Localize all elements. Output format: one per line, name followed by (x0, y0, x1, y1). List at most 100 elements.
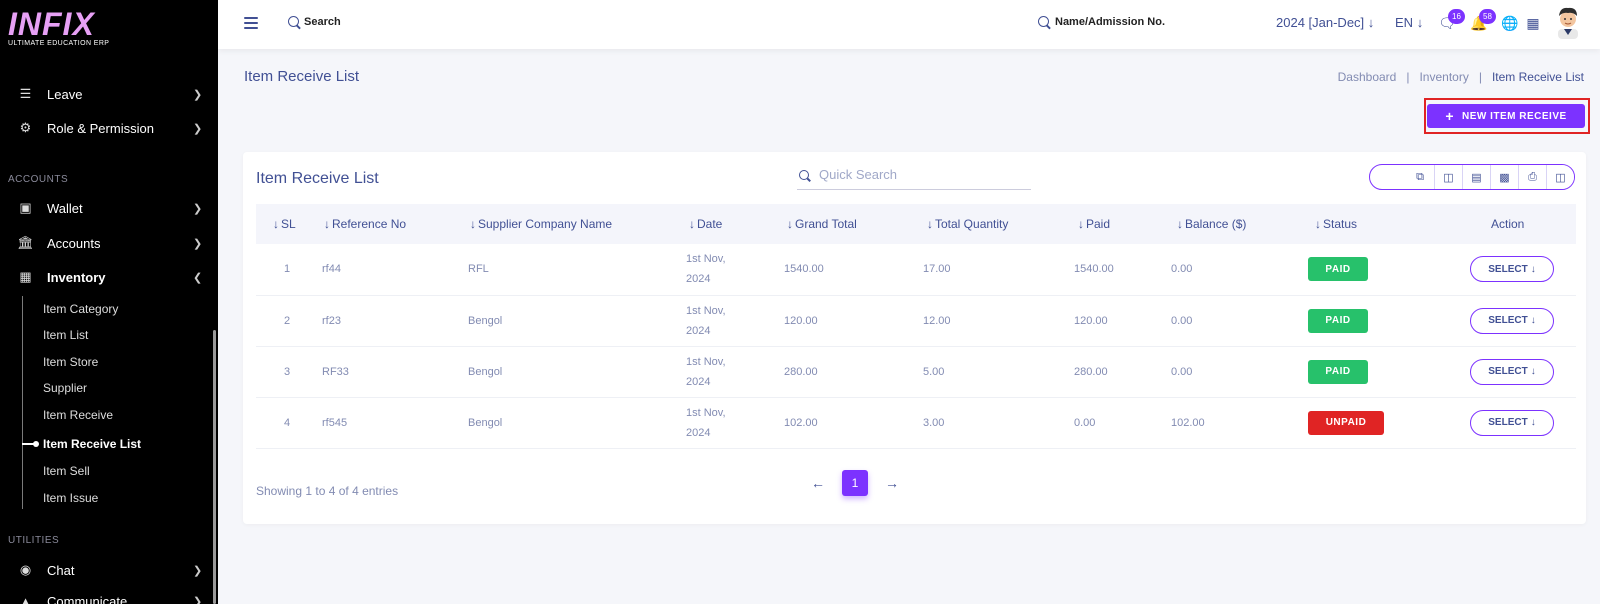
menu-toggle-icon[interactable] (244, 17, 258, 29)
sidebar-item-label: Wallet (47, 200, 83, 216)
arrow-down-icon: ↓ (470, 217, 476, 231)
cell-action: SELECT ↓ (1441, 346, 1576, 398)
new-item-receive-button[interactable]: + NEW ITEM RECEIVE (1427, 104, 1585, 128)
cell-total-quantity: 3.00 (917, 397, 1068, 449)
select-dropdown-button[interactable]: SELECT ↓ (1470, 307, 1554, 334)
table-row: 4 rf545 Bengol 1st Nov, 2024 102.00 3.00 … (256, 397, 1576, 449)
academic-year-value: 2024 [Jan-Dec] (1276, 15, 1365, 30)
cell-status: PAID (1305, 346, 1441, 398)
academic-year-select[interactable]: 2024 [Jan-Dec] ↓ (1276, 15, 1374, 30)
column-label: Action (1491, 217, 1525, 231)
column-header-reference[interactable]: ↓ Reference No (314, 204, 460, 244)
leave-icon: ☰ (19, 86, 32, 101)
cell-grand-total: 102.00 (777, 397, 917, 449)
sidebar-subitem-item-issue[interactable]: Item Issue (43, 491, 99, 505)
sidebar-subitem-item-sell[interactable]: Item Sell (43, 464, 90, 478)
top-header: Search Name/Admission No. 2024 [Jan-Dec]… (218, 0, 1600, 49)
column-header-grand-total[interactable]: ↓ Grand Total (777, 204, 917, 244)
pdf-icon[interactable]: ▩ (1490, 165, 1518, 189)
column-header-supplier[interactable]: ↓ Supplier Company Name (460, 204, 679, 244)
column-label: Supplier Company Name (478, 217, 613, 231)
cell-paid: 0.00 (1068, 397, 1167, 449)
next-page-icon[interactable]: → (885, 475, 899, 491)
sidebar-subitem-item-receive[interactable]: Item Receive (43, 408, 114, 422)
section-utilities: UTILITIES (8, 535, 60, 546)
status-badge: UNPAID (1308, 410, 1384, 435)
column-label: Paid (1086, 217, 1111, 231)
sidebar-item-inventory[interactable]: ▦ Inventory ❮ (0, 262, 212, 292)
user-shield-icon: ⚙ (19, 120, 32, 135)
search-icon (799, 169, 809, 180)
cell-total-quantity: 17.00 (917, 244, 1068, 296)
columns-icon[interactable]: ◫ (1546, 165, 1574, 189)
cell-paid: 1540.00 (1068, 244, 1167, 296)
highlight-frame (1424, 98, 1590, 134)
notification-badge: 58 (1479, 9, 1496, 24)
arrow-down-icon: ↓ (1078, 217, 1084, 231)
select-dropdown-button[interactable]: SELECT ↓ (1470, 256, 1554, 283)
sidebar-item-label: Communicate (47, 593, 128, 604)
column-header-balance[interactable]: ↓ Balance ($) (1167, 204, 1305, 244)
chevron-right-icon: ❯ (193, 88, 203, 101)
column-header-action: Action (1441, 204, 1576, 244)
sidebar-item-chat[interactable]: ◉ Chat ❯ (0, 555, 212, 585)
column-header-total-quantity[interactable]: ↓ Total Quantity (917, 204, 1068, 244)
arrow-down-icon: ↓ (1315, 217, 1321, 231)
cell-reference: RF33 (314, 346, 460, 398)
sidebar-item-communicate[interactable]: ▲ Communicate ❯ (0, 586, 212, 604)
csv-icon[interactable]: ▤ (1462, 165, 1490, 189)
column-header-status[interactable]: ↓ Status (1305, 204, 1441, 244)
breadcrumb-dashboard[interactable]: Dashboard (1337, 70, 1397, 84)
app-logo[interactable]: INFIX ULTIMATE EDUCATION ERP (8, 6, 109, 47)
arrow-down-icon: ↓ (1530, 263, 1536, 275)
breadcrumb-separator: | (1478, 70, 1482, 84)
date-line: 1st Nov, (686, 406, 726, 419)
quick-search-input[interactable] (819, 167, 1019, 182)
breadcrumb-inventory[interactable]: Inventory (1419, 70, 1469, 84)
excel-icon[interactable]: ◫ (1434, 165, 1462, 189)
globe-icon[interactable]: 🌐 (1501, 14, 1519, 31)
sidebar-item-label: Leave (47, 86, 83, 102)
select-dropdown-button[interactable]: SELECT ↓ (1470, 409, 1554, 436)
sidebar-subitem-item-category[interactable]: Item Category (43, 302, 119, 316)
sidebar-item-accounts[interactable]: 🏛 Accounts ❯ (0, 228, 212, 258)
sidebar-subitem-item-store[interactable]: Item Store (43, 355, 99, 369)
select-label: SELECT (1488, 417, 1528, 428)
select-dropdown-button[interactable]: SELECT ↓ (1470, 358, 1554, 385)
search-button[interactable]: Search (304, 16, 341, 28)
language-select[interactable]: EN ↓ (1395, 15, 1423, 30)
date-line: 2024 (686, 324, 711, 337)
arrow-down-icon: ↓ (324, 217, 330, 231)
chevron-right-icon: ❯ (193, 122, 203, 135)
sidebar-subitem-item-receive-list[interactable]: Item Receive List (43, 437, 142, 451)
column-header-date[interactable]: ↓ Date (679, 204, 777, 244)
plus-icon: + (1445, 108, 1454, 124)
print-icon[interactable]: ⎙ (1518, 165, 1546, 189)
column-header-paid[interactable]: ↓ Paid (1068, 204, 1167, 244)
cell-sl: 3 (256, 346, 314, 398)
chevron-right-icon: ❯ (193, 202, 203, 215)
prev-page-icon[interactable]: ← (811, 475, 825, 491)
cell-status: PAID (1305, 295, 1441, 347)
avatar[interactable] (1554, 5, 1582, 39)
copy-icon[interactable]: ⧉ (1406, 165, 1434, 189)
sidebar-item-role-permission[interactable]: ⚙ Role & Permission ❯ (0, 113, 212, 143)
page-number[interactable]: 1 (842, 470, 868, 496)
sidebar-subitem-item-list[interactable]: Item List (43, 328, 89, 342)
student-search-input[interactable]: Name/Admission No. (1055, 16, 1166, 28)
chevron-right-icon: ❯ (193, 237, 203, 250)
sidebar-item-label: Role & Permission (47, 120, 154, 136)
sidebar-item-leave[interactable]: ☰ Leave ❯ (0, 79, 212, 109)
sidebar-item-label: Accounts (47, 235, 101, 251)
sidebar-subitem-supplier[interactable]: Supplier (43, 381, 88, 395)
arrow-down-icon: ↓ (787, 217, 793, 231)
sidebar-scrollbar[interactable] (213, 330, 216, 604)
sidebar-item-wallet[interactable]: ▣ Wallet ❯ (0, 193, 212, 223)
search-icon (288, 16, 299, 27)
report-icon[interactable]: ▦ (1526, 14, 1540, 31)
status-badge: PAID (1308, 308, 1368, 333)
date-line: 2024 (686, 273, 711, 286)
pagination: ← 1 → (808, 470, 902, 496)
cell-status: UNPAID (1305, 397, 1441, 449)
column-header-sl[interactable]: ↓ SL (256, 204, 314, 244)
